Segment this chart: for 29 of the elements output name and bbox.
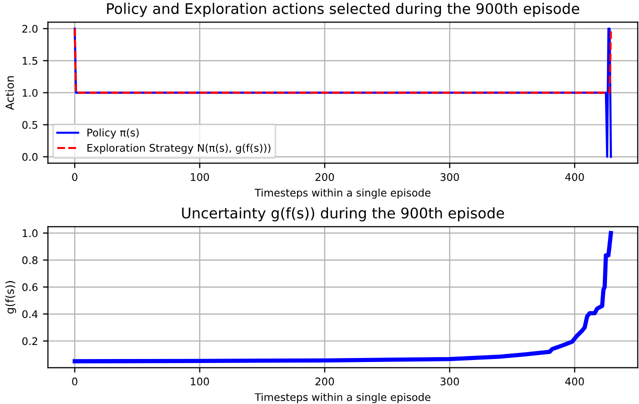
- y-tick-label: 1.5: [22, 57, 38, 65]
- x-tick-label: 0: [72, 173, 78, 181]
- x-tick-label: 200: [316, 378, 334, 386]
- x-tick-label: 100: [190, 173, 209, 181]
- y-axis-title: Action: [5, 76, 14, 110]
- y-tick-label: 0.2: [22, 337, 38, 346]
- x-tick-label: 300: [440, 378, 459, 386]
- line-series: [72, 230, 613, 364]
- chart-title: Policy and Exploration actions selected during the 900th episode: [107, 2, 580, 17]
- y-axis-title: g(f(s)): [5, 281, 16, 314]
- y-tick-label: 0.0: [22, 153, 38, 161]
- y-tick-label: 0.4: [22, 310, 38, 318]
- y-tick-label: 0.5: [22, 120, 38, 129]
- y-tick-label: 2.0: [22, 24, 38, 33]
- x-tick-label: 400: [565, 378, 584, 386]
- x-tick-label: 400: [565, 173, 584, 181]
- y-tick-label: 0.8: [22, 256, 38, 264]
- x-tick-label: 0: [72, 378, 78, 386]
- x-axis-title: Timesteps within a single episode: [254, 393, 430, 404]
- x-axis-title: Timesteps within a single episode: [254, 188, 430, 199]
- legend-label: Policy π(s): [87, 128, 139, 139]
- y-tick-label: 1.0: [22, 88, 38, 97]
- legend-label: Exploration Strategy N(π(s), g(f(s))): [87, 144, 270, 154]
- x-tick-label: 100: [190, 378, 209, 386]
- y-tick-label: 0.6: [22, 283, 38, 292]
- chart-title: Uncertainty g(f(s)) during the 900th episode: [182, 207, 504, 222]
- y-tick-label: 1.0: [22, 229, 38, 238]
- x-tick-label: 300: [440, 173, 459, 181]
- x-tick-label: 200: [316, 173, 334, 181]
